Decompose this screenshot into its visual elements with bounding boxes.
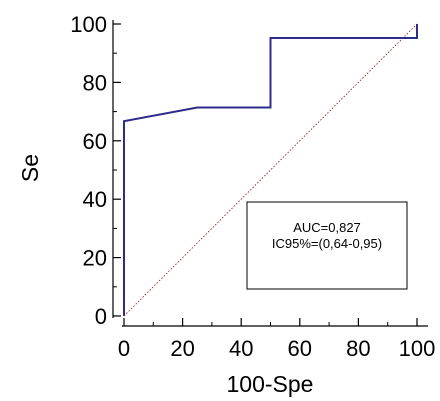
y-tick-label: 20	[83, 246, 107, 271]
auc-text: AUC=0,827	[293, 220, 361, 235]
y-axis-title: Se	[17, 154, 43, 182]
axes: 0 20 40 60 80 100 0 20 40 60 80 100	[70, 12, 435, 361]
x-axis-title: 100-Spe	[227, 371, 314, 397]
x-tick-label: 100	[399, 336, 436, 361]
y-tick-label: 40	[83, 187, 107, 212]
roc-line	[123, 24, 418, 316]
x-tick-label: 40	[229, 336, 253, 361]
x-tick-label: 60	[288, 336, 312, 361]
ci-text: IC95%=(0,64-0,95)	[272, 236, 382, 251]
y-tick-label: 100	[70, 12, 107, 37]
annotation-frame	[246, 201, 408, 290]
y-tick-label: 80	[83, 70, 107, 95]
y-tick-label: 0	[95, 304, 107, 329]
roc-curve	[123, 24, 418, 316]
x-tick-label: 0	[118, 336, 130, 361]
auc-annotation-box: AUC=0,827 IC95%=(0,64-0,95)	[246, 201, 408, 290]
x-tick-label: 80	[346, 336, 370, 361]
x-tick-label: 20	[170, 336, 194, 361]
y-tick-label: 60	[83, 129, 107, 154]
